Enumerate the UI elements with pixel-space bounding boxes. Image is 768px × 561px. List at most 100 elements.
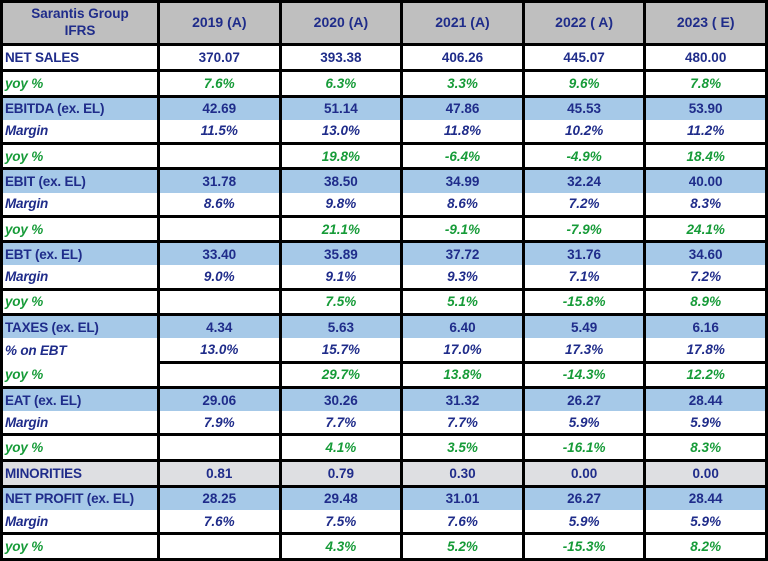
cell-value: 9.0% — [157, 265, 282, 291]
cell-value: 5.63 — [278, 313, 404, 340]
cell-value: 6.3% — [278, 68, 404, 98]
year-column-header: 2023 ( E) — [643, 0, 768, 46]
cell-value: 45.53 — [521, 94, 647, 122]
table-row: Margin 11.5% 13.0% 11.8% 10.2% 11.2% — [0, 119, 768, 145]
cell-value — [157, 433, 282, 463]
cell-value: 53.90 — [643, 94, 768, 122]
cell-value: 0.30 — [400, 459, 525, 488]
cell-value: 7.2% — [643, 265, 768, 291]
cell-value: 12.2% — [643, 360, 768, 390]
cell-value: 6.40 — [400, 313, 525, 340]
cell-value: 31.32 — [400, 386, 525, 413]
cell-value: 28.44 — [643, 484, 768, 512]
cell-value: 4.3% — [278, 532, 404, 561]
cell-value: 13.0% — [157, 338, 282, 364]
cell-value: 7.5% — [278, 510, 404, 536]
row-label: yoy % — [0, 68, 160, 98]
cell-value: 8.9% — [643, 287, 768, 317]
cell-value — [157, 360, 282, 390]
cell-value: 6.16 — [643, 313, 768, 340]
year-column-header: 2021 (A) — [400, 0, 525, 46]
cell-value: 38.50 — [278, 167, 404, 195]
cell-value: 445.07 — [521, 43, 647, 72]
cell-value: 26.27 — [521, 386, 647, 413]
row-label: yoy % — [0, 287, 160, 317]
cell-value: -16.1% — [521, 433, 647, 463]
cell-value: 31.76 — [521, 240, 647, 267]
cell-value: 13.0% — [278, 119, 404, 145]
table-row: EBT (ex. EL) 33.40 35.89 37.72 31.76 34.60 — [0, 240, 768, 267]
cell-value: 37.72 — [400, 240, 525, 267]
cell-value: 7.9% — [157, 411, 282, 437]
cell-value: 5.2% — [400, 532, 525, 561]
table-body: NET SALES 370.07 393.38 406.26 445.07 480.00 y… — [0, 43, 768, 561]
cell-value: 7.6% — [400, 510, 525, 536]
cell-value: 29.7% — [278, 360, 404, 390]
cell-value: 15.7% — [278, 338, 404, 364]
cell-value: 8.3% — [643, 192, 768, 218]
cell-value — [157, 214, 282, 244]
cell-value: 7.5% — [278, 287, 404, 317]
table-row: TAXES (ex. EL) 4.34 5.63 6.40 5.49 6.16 — [0, 313, 768, 340]
cell-value: 3.3% — [400, 68, 525, 98]
cell-value: 5.9% — [521, 411, 647, 437]
table-row: NET PROFIT (ex. EL) 28.25 29.48 31.01 26.27 2… — [0, 484, 768, 512]
cell-value: 19.8% — [278, 141, 404, 171]
cell-value: 406.26 — [400, 43, 525, 72]
row-label: Margin — [0, 411, 160, 437]
cell-value: 9.8% — [278, 192, 404, 218]
row-label: yoy % — [0, 532, 160, 561]
cell-value: 18.4% — [643, 141, 768, 171]
table-row: yoy % 19.8% -6.4% -4.9% 18.4% — [0, 141, 768, 171]
table-row: yoy % 7.6% 6.3% 3.3% 9.6% 7.8% — [0, 68, 768, 98]
cell-value: 5.1% — [400, 287, 525, 317]
cell-value: -7.9% — [521, 214, 647, 244]
cell-value: 0.00 — [521, 459, 647, 488]
cell-value: 5.49 — [521, 313, 647, 340]
cell-value: 30.26 — [278, 386, 404, 413]
table-row: NET SALES 370.07 393.38 406.26 445.07 480.00 — [0, 43, 768, 72]
table-row: yoy % 29.7% 13.8% -14.3% 12.2% — [0, 360, 768, 390]
table-row: Margin 8.6% 9.8% 8.6% 7.2% 8.3% — [0, 192, 768, 218]
cell-value: 17.8% — [643, 338, 768, 364]
cell-value: 34.60 — [643, 240, 768, 267]
row-label: Margin — [0, 192, 160, 218]
cell-value: -15.3% — [521, 532, 647, 561]
table-row: yoy % 4.1% 3.5% -16.1% 8.3% — [0, 433, 768, 463]
row-label: NET PROFIT (ex. EL) — [0, 484, 160, 512]
cell-value: 11.5% — [157, 119, 282, 145]
cell-value: -9.1% — [400, 214, 525, 244]
cell-value: 7.1% — [521, 265, 647, 291]
cell-value: 9.6% — [521, 68, 647, 98]
row-label: yoy % — [0, 141, 160, 171]
cell-value: 7.7% — [400, 411, 525, 437]
cell-value: 8.6% — [157, 192, 282, 218]
cell-value: 7.2% — [521, 192, 647, 218]
row-label: TAXES (ex. EL) — [0, 313, 160, 340]
row-label: EBT (ex. EL) — [0, 240, 160, 267]
cell-value: 8.6% — [400, 192, 525, 218]
row-label: Margin — [0, 510, 160, 536]
table-row: yoy % 7.5% 5.1% -15.8% 8.9% — [0, 287, 768, 317]
row-label: MINORITIES — [0, 459, 160, 488]
cell-value: 5.9% — [521, 510, 647, 536]
cell-value: 10.2% — [521, 119, 647, 145]
row-label: NET SALES — [0, 43, 160, 72]
cell-value: 17.3% — [521, 338, 647, 364]
cell-value: 7.8% — [643, 68, 768, 98]
table-row: Margin 7.6% 7.5% 7.6% 5.9% 5.9% — [0, 510, 768, 536]
cell-value: 31.78 — [157, 167, 282, 195]
table-title-line1: Sarantis Group — [31, 6, 129, 22]
cell-value — [157, 532, 282, 561]
row-label: EAT (ex. EL) — [0, 386, 160, 413]
cell-value: 8.2% — [643, 532, 768, 561]
cell-value: 28.44 — [643, 386, 768, 413]
cell-value: 7.6% — [157, 510, 282, 536]
table-header: Sarantis Group IFRS 2019 (A) 2020 (A) 2021… — [0, 0, 768, 46]
cell-value: 7.7% — [278, 411, 404, 437]
cell-value: 370.07 — [157, 43, 282, 72]
table-row: EAT (ex. EL) 29.06 30.26 31.32 26.27 28.44 — [0, 386, 768, 413]
row-label: Margin — [0, 119, 160, 145]
cell-value: 35.89 — [278, 240, 404, 267]
